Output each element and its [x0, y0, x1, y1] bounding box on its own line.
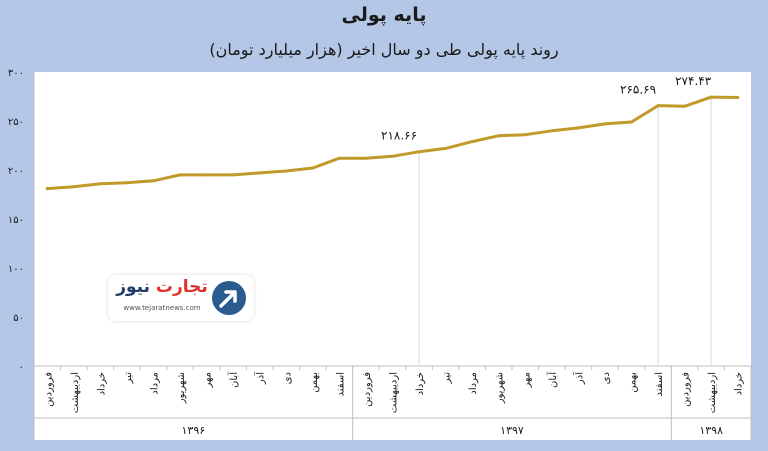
x-tick-label: تیر — [442, 372, 453, 385]
y-tick-label: ۰ — [19, 362, 24, 373]
y-tick-label: ۳۰۰ — [8, 68, 24, 79]
data-point — [391, 154, 394, 158]
x-tick-label: فروردین — [362, 372, 373, 407]
data-label: ۲۷۴.۴۳ — [675, 74, 712, 88]
data-point — [603, 122, 607, 126]
x-tick-label: دی — [601, 372, 612, 384]
x-tick-label: شهریور — [495, 372, 506, 404]
x-tick-label: تیر — [123, 372, 134, 385]
arrow-icon — [212, 281, 246, 315]
data-point — [656, 104, 660, 108]
data-label: ۲۱۸.۶۶ — [381, 129, 417, 143]
data-point — [364, 156, 368, 160]
data-point — [152, 179, 155, 183]
y-tick-label: ۵۰ — [13, 313, 24, 324]
data-point — [72, 185, 76, 189]
year-label: ۱۳۹۷ — [500, 424, 524, 437]
data-point — [523, 133, 527, 137]
chart-title: پایه پولی — [341, 4, 427, 26]
data-point — [98, 182, 102, 186]
data-point — [417, 150, 421, 154]
logo-name: تجارت نیوز — [116, 277, 208, 297]
data-point — [736, 95, 740, 99]
data-point — [550, 129, 554, 133]
plot-area — [34, 72, 751, 440]
x-tick-label: آبان — [546, 371, 559, 388]
data-point — [205, 173, 209, 177]
x-tick-label: مرداد — [150, 372, 161, 395]
year-label: ۱۳۹۸ — [699, 424, 723, 437]
x-tick-label: دی — [282, 372, 293, 384]
x-tick-label: خرداد — [96, 372, 107, 395]
logo-url: www.tejaratnews.com — [123, 304, 201, 312]
x-tick-label: خرداد — [734, 372, 745, 395]
data-label: ۲۶۵.۶۹ — [620, 83, 656, 97]
data-point — [337, 156, 341, 160]
x-tick-label: اردیبهشت — [707, 372, 718, 413]
x-tick-label: فروردین — [43, 372, 54, 407]
data-point — [45, 187, 49, 191]
x-tick-label: مهر — [203, 372, 214, 388]
data-point — [231, 173, 235, 177]
x-tick-label: اسفند — [654, 372, 665, 396]
x-tick-label: اردیبهشت — [70, 372, 81, 413]
data-point — [284, 169, 288, 173]
data-point — [497, 134, 501, 138]
x-tick-label: شهریور — [176, 372, 187, 404]
chart-subtitle: روند پایه پولی طی دو سال اخیر (هزار میلی… — [209, 40, 559, 59]
y-tick-label: ۱۵۰ — [8, 215, 24, 226]
year-label: ۱۳۹۶ — [182, 424, 206, 437]
data-point — [178, 173, 182, 177]
x-tick-label: مرداد — [468, 372, 479, 395]
y-tick-label: ۲۰۰ — [8, 166, 24, 177]
data-point — [258, 171, 262, 175]
data-point — [709, 95, 713, 99]
x-tick-label: اسفند — [335, 372, 346, 396]
data-point — [470, 140, 474, 144]
x-tick-label: مهر — [521, 372, 532, 388]
x-tick-label: آذر — [254, 371, 267, 385]
data-point — [683, 104, 687, 108]
x-tick-label: بهمن — [628, 372, 639, 393]
x-tick-label: آبان — [227, 371, 240, 388]
data-point — [125, 181, 129, 185]
tejarat-news-logo: تجارت نیوز www.tejaratnews.com — [108, 275, 254, 321]
x-tick-label: خرداد — [415, 372, 426, 395]
data-point — [444, 146, 448, 150]
x-tick-label: فروردین — [681, 372, 692, 407]
y-tick-label: ۲۵۰ — [8, 117, 24, 128]
x-tick-label: بهمن — [309, 372, 320, 393]
data-point — [311, 166, 315, 170]
data-point — [576, 126, 580, 130]
x-tick-label: آذر — [572, 371, 585, 385]
y-tick-label: ۱۰۰ — [8, 264, 24, 275]
x-tick-label: اردیبهشت — [389, 372, 400, 413]
data-point — [630, 120, 633, 124]
